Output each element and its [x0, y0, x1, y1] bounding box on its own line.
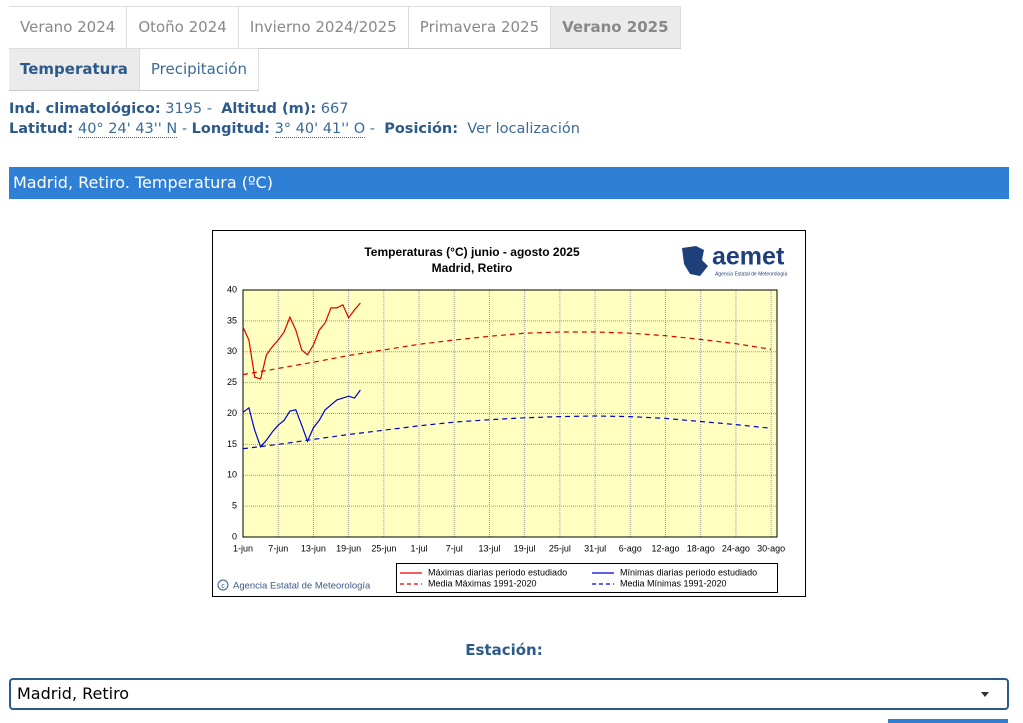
- label: Latitud:: [9, 121, 74, 137]
- y-tick-label: 20: [227, 408, 237, 418]
- x-tick-label: 7-jun: [268, 543, 288, 553]
- x-tick-label: 31-jul: [584, 543, 606, 553]
- tab[interactable]: Precipitación: [140, 49, 259, 90]
- series-line: [242, 415, 772, 450]
- tab[interactable]: Invierno 2024/2025: [239, 7, 409, 48]
- station-select[interactable]: Madrid, Retiro: [9, 678, 1009, 710]
- x-tick-label: 19-jul: [514, 543, 536, 553]
- logo-subtitle: Agencia Estatal de Meteorología: [715, 271, 787, 277]
- y-tick-label: 30: [227, 346, 237, 356]
- value: 667: [320, 101, 349, 117]
- station-label: Estación:: [465, 641, 543, 659]
- section-title: Madrid, Retiro. Temperatura (ºC): [9, 167, 1009, 199]
- logo: aemet: [712, 243, 785, 271]
- y-tick-label: 35: [227, 315, 237, 325]
- series-line: [242, 331, 772, 376]
- separator: -: [369, 121, 375, 137]
- y-tick-label: 10: [227, 470, 237, 480]
- tab[interactable]: Temperatura: [9, 49, 140, 90]
- copyright: Agencia Estatal de Meteorología: [233, 581, 371, 592]
- x-tick-label: 18-ago: [687, 543, 715, 553]
- plot-border: [242, 289, 778, 538]
- legend-label: Media Mínimas 1991-2020: [620, 578, 727, 588]
- y-tick-label: 25: [227, 377, 237, 387]
- value: 3195: [165, 101, 203, 117]
- info-line: Ind. climatológico: 3195 - Altitud (m): …: [9, 101, 348, 117]
- x-tick-label: 7-jul: [446, 543, 463, 553]
- x-tick-label: 25-jun: [371, 543, 396, 553]
- label: Longitud:: [191, 121, 270, 137]
- y-tick-label: 40: [227, 284, 237, 294]
- legend-label: Máximas diarias periodo estudiado: [428, 567, 567, 577]
- chart: Temperaturas (°C) junio - agosto 2025 Ma…: [212, 230, 806, 597]
- season-tabs: Verano 2024 Otoño 2024 Invierno 2024/2025 P…: [9, 6, 681, 49]
- value: 3° 40' 41'' O: [274, 121, 366, 138]
- x-tick-label: 1-jul: [411, 543, 428, 553]
- tab[interactable]: Primavera 2025: [409, 7, 552, 48]
- x-tick-label: 30-ago: [757, 543, 785, 553]
- tab[interactable]: Verano 2024: [9, 7, 128, 48]
- legend: [396, 563, 778, 593]
- label: Posición:: [384, 121, 459, 137]
- legend-label: Mínimas diarias periodo estudiado: [620, 567, 757, 577]
- selected: Madrid, Retiro: [17, 684, 130, 703]
- y-tick-label: 15: [227, 439, 237, 449]
- x-tick-label: 6-ago: [619, 543, 642, 553]
- separator: -: [206, 101, 212, 117]
- x-tick-label: 19-jun: [336, 543, 361, 553]
- legend-label: Media Máximas 1991-2020: [428, 578, 537, 588]
- tab[interactable]: Otoño 2024: [127, 7, 239, 48]
- x-tick-label: 13-jul: [478, 543, 500, 553]
- x-tick-label: 25-jul: [549, 543, 571, 553]
- series-line: [242, 389, 361, 448]
- x-tick-label: 13-jun: [301, 543, 326, 553]
- variable-tabs: Temperatura Precipitación: [9, 48, 259, 91]
- separator: -: [181, 121, 188, 137]
- label: Ind. climatológico:: [9, 101, 161, 117]
- tab[interactable]: Verano 2025: [551, 7, 681, 48]
- link[interactable]: Ver localización: [467, 121, 580, 137]
- x-tick-label: 12-ago: [651, 543, 679, 553]
- copyright-icon: c: [221, 583, 225, 590]
- dropdown-arrow: [981, 692, 989, 697]
- y-tick-label: 0: [232, 531, 237, 541]
- value: 40° 24' 43'' N: [77, 121, 178, 138]
- y-tick-label: 5: [232, 501, 237, 511]
- logo-icon: [682, 246, 708, 276]
- copyright-icon: [217, 579, 229, 591]
- info-line: Latitud: 40° 24' 43'' N - Longitud: 3° 4…: [9, 121, 580, 138]
- x-tick-label: 1-jun: [233, 543, 253, 553]
- x-tick-label: 24-ago: [722, 543, 750, 553]
- label: Altitud (m):: [221, 101, 317, 117]
- button-edge: [888, 719, 1008, 723]
- chart-title: Temperaturas (°C) junio - agosto 2025: [364, 245, 580, 259]
- chart-subtitle: Madrid, Retiro: [432, 261, 513, 275]
